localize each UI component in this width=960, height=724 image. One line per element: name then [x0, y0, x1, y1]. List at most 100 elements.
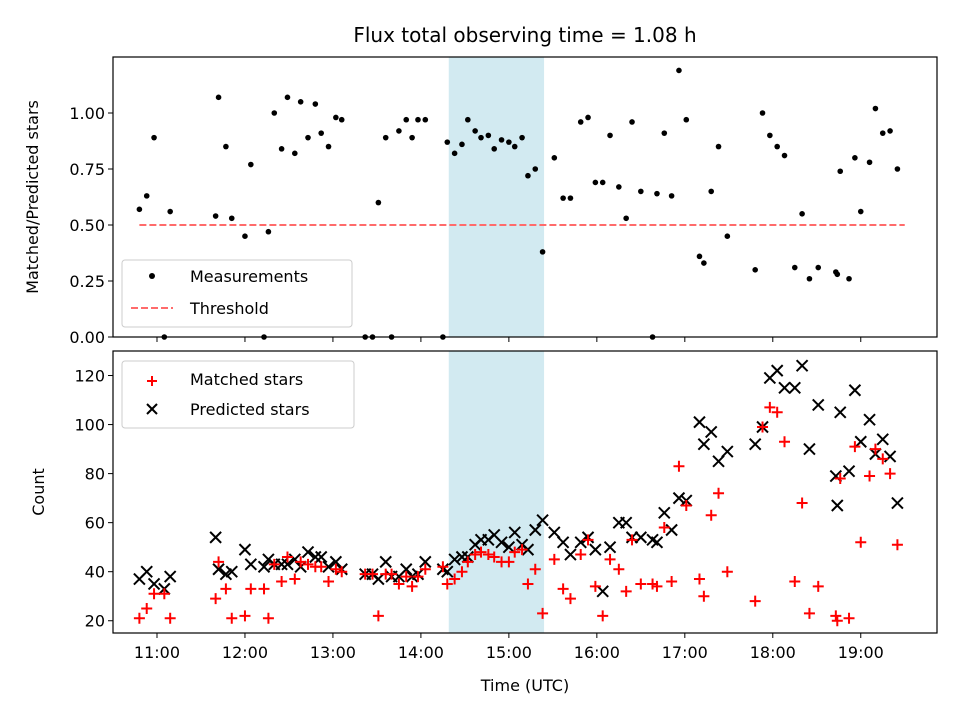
measurement-point	[661, 130, 668, 136]
predicted-star-point	[288, 553, 302, 566]
measurement-point	[799, 211, 805, 217]
predicted-star-markers	[133, 359, 904, 598]
measurement-point	[318, 130, 324, 136]
measurement-point	[265, 228, 272, 235]
measurement-point	[451, 150, 458, 157]
predicted-star-point	[704, 425, 718, 439]
measurement-point	[409, 134, 415, 141]
measurement-point	[248, 161, 254, 168]
predicted-star-point	[812, 398, 825, 412]
matched-star-point	[367, 568, 379, 580]
predicted-star-point	[301, 545, 315, 559]
measurement-point	[333, 114, 339, 121]
measurement-point	[465, 116, 471, 123]
matched-star-point	[764, 401, 776, 413]
matched-star-point	[843, 612, 855, 624]
measurement-point	[242, 233, 248, 239]
bottom-observing-window-shade	[448, 351, 545, 633]
matched-star-point	[400, 571, 412, 583]
x-tick-label: 19:00	[838, 643, 884, 662]
matched-star-point	[582, 534, 594, 546]
bottom-panel: 20 40 60 80 100 120 11:00 12:00 13:00 14:00 15:00…	[29, 350, 938, 695]
x-tick-label: 14:00	[398, 643, 444, 662]
matched-star-point	[133, 612, 145, 624]
measurement-point	[403, 116, 410, 123]
matched-star-point	[406, 580, 418, 592]
predicted-star-point	[748, 437, 762, 451]
predicted-star-point	[891, 496, 904, 510]
matched-star-point	[789, 576, 801, 588]
measurement-point	[837, 168, 844, 175]
measurement-point	[567, 195, 574, 201]
matched-star-point	[412, 571, 424, 583]
legend-predicted-marker	[146, 403, 158, 415]
predicted-star-point	[848, 384, 862, 397]
predicted-star-point	[803, 442, 816, 456]
chart-title: Flux total observing time = 1.08 h	[353, 23, 696, 47]
measurement-point	[325, 143, 332, 150]
predicted-star-point	[564, 548, 577, 561]
predicted-star-point	[521, 543, 535, 556]
predicted-star-point	[883, 450, 897, 463]
matched-star-point	[503, 556, 515, 568]
measurement-point	[852, 155, 858, 161]
bottom-y-tick-label: 20	[85, 612, 105, 631]
measurement-point	[781, 152, 788, 159]
measurement-point	[607, 132, 613, 139]
top-legend-box	[121, 259, 353, 328]
predicted-star-point	[419, 555, 432, 569]
matched-star-point	[613, 563, 625, 575]
matched-star-point	[441, 578, 453, 590]
measurement-point	[585, 114, 591, 121]
predicted-star-point	[502, 540, 516, 554]
matched-star-point	[604, 553, 616, 565]
legend-matched-label: Matched stars	[190, 370, 303, 389]
predicted-star-point	[650, 536, 664, 549]
measurement-point	[525, 172, 531, 179]
x-axis-label: Time (UTC)	[480, 676, 569, 695]
matched-star-point	[148, 588, 160, 600]
matched-star-point	[522, 578, 534, 590]
matched-star-point	[210, 593, 222, 605]
predicted-star-point	[140, 565, 153, 578]
matched-star-point	[516, 544, 528, 556]
measurement-point	[382, 134, 389, 141]
measurement-point	[616, 184, 622, 190]
measurement-point	[228, 215, 235, 222]
matched-star-point	[891, 539, 903, 551]
matched-star-point	[295, 556, 307, 568]
matched-star-point	[721, 566, 733, 578]
bottom-y-tick-label: 120	[74, 367, 105, 386]
top-y-ticks: 0.00 0.25 0.50 0.75 1.00	[69, 104, 113, 347]
matched-star-point	[213, 556, 225, 568]
measurement-point	[879, 130, 886, 136]
bottom-y-tick-label: 60	[85, 514, 105, 533]
predicted-star-point	[281, 558, 294, 571]
matched-star-point	[141, 602, 153, 614]
measurement-point	[278, 146, 285, 152]
matched-star-point	[245, 583, 257, 595]
measurement-point	[472, 128, 478, 134]
measurement-point	[422, 116, 429, 123]
predicted-star-point	[163, 570, 177, 583]
matched-star-point	[258, 583, 270, 595]
predicted-star-point	[244, 558, 258, 571]
matched-star-point	[620, 585, 632, 597]
matched-star-point	[509, 546, 521, 558]
matched-star-point	[226, 612, 238, 624]
matched-star-point	[830, 610, 842, 622]
matched-star-point	[462, 556, 474, 568]
predicted-star-point	[831, 499, 844, 512]
matched-star-point	[779, 436, 791, 448]
legend-measurements-label: Measurements	[190, 267, 308, 286]
matched-star-point	[276, 576, 288, 588]
matched-star-point	[812, 580, 824, 592]
matched-star-point	[834, 473, 846, 485]
matched-star-point	[666, 576, 678, 588]
measurement-point	[774, 143, 780, 150]
predicted-star-point	[721, 445, 734, 458]
matched-star-point	[488, 551, 500, 563]
top-y-tick-label: 0.25	[69, 272, 105, 291]
measurement-point	[143, 193, 150, 199]
